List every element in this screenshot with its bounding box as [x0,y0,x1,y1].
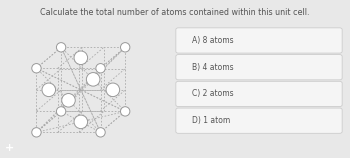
Text: A) 8 atoms: A) 8 atoms [192,36,233,45]
FancyBboxPatch shape [176,28,342,53]
FancyBboxPatch shape [176,81,342,107]
Circle shape [74,115,88,129]
Text: D) 1 atom: D) 1 atom [192,116,230,125]
Text: B) 4 atoms: B) 4 atoms [192,63,233,72]
Circle shape [96,128,105,137]
FancyBboxPatch shape [176,55,342,80]
Circle shape [32,128,41,137]
Circle shape [62,94,75,107]
Text: Calculate the total number of atoms contained within this unit cell.: Calculate the total number of atoms cont… [40,8,310,17]
Circle shape [56,43,66,52]
Circle shape [32,64,41,73]
FancyBboxPatch shape [176,108,342,133]
Circle shape [120,107,130,116]
Circle shape [74,51,88,65]
Text: C) 2 atoms: C) 2 atoms [192,89,233,98]
Text: +: + [5,143,14,153]
Circle shape [96,64,105,73]
Circle shape [106,83,120,97]
Circle shape [56,107,66,116]
Circle shape [42,83,56,97]
Circle shape [86,73,100,86]
Circle shape [120,43,130,52]
